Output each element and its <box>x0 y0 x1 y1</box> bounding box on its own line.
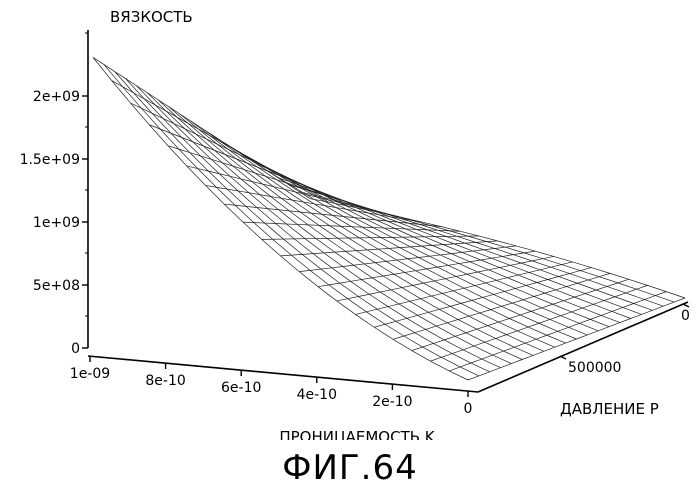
mesh-line-p <box>299 192 674 303</box>
z-tick-label: 1e+09 <box>33 215 80 231</box>
mesh-line-p <box>245 156 620 322</box>
y-tick <box>560 356 566 359</box>
mesh-line-p <box>234 149 609 327</box>
figure-caption: ФИГ.64 <box>0 448 700 488</box>
x-tick-label: 1e-09 <box>70 366 110 382</box>
y-axis-label: ДАВЛЕНИЕ P <box>560 400 659 418</box>
y-tick-label: 0 <box>681 308 690 324</box>
x-tick-label: 6e-10 <box>221 380 261 396</box>
mesh-line-p <box>223 142 598 331</box>
surface-plot: 0 5e+08 1e+09 1.5e+09 2e+09 1e-09 8e-10 6e-10 4e… <box>0 0 700 440</box>
x-tick-label: 0 <box>464 401 473 417</box>
x-axis-label: ПРОНИЦАЕМОСТЬ K <box>279 428 435 440</box>
mesh-line-p <box>256 163 631 318</box>
x-tick-label: 8e-10 <box>145 373 185 389</box>
z-tick-label: 0 <box>71 341 80 357</box>
z-axis-label: ВЯЗКОСТЬ <box>110 8 193 26</box>
x-tick-label: 4e-10 <box>297 387 337 403</box>
x-tick-label: 2e-10 <box>372 394 412 410</box>
z-tick-label: 2e+09 <box>33 89 80 105</box>
y-axis-line <box>478 302 688 392</box>
z-tick-label: 1.5e+09 <box>20 152 80 168</box>
wireframe-surface <box>93 57 685 380</box>
mesh-line-p <box>267 170 642 314</box>
y-tick-label: 500000 <box>568 360 621 376</box>
axes: 0 5e+08 1e+09 1.5e+09 2e+09 1e-09 8e-10 6e-10 4e… <box>20 30 690 417</box>
y-tick <box>683 304 689 307</box>
z-tick-label: 5e+08 <box>33 278 80 294</box>
